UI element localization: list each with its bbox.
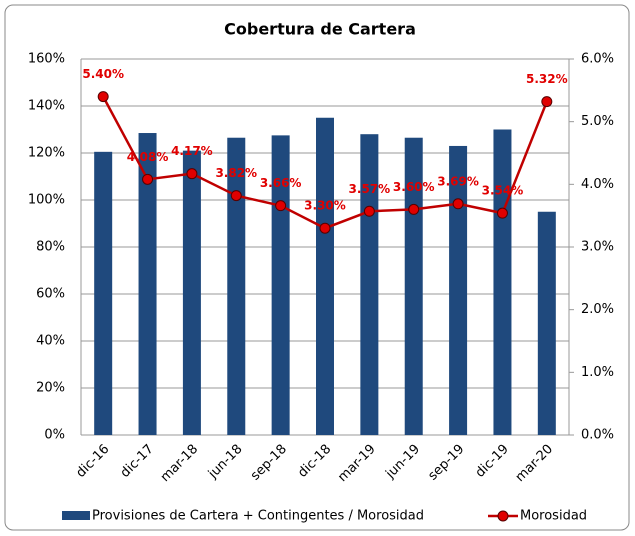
marker	[496, 207, 508, 219]
y2-tick-label: 6.0%	[581, 52, 614, 67]
bar	[271, 135, 290, 435]
legend-label: Morosidad	[520, 509, 587, 524]
bar	[94, 151, 113, 435]
y2-tick-label: 4.0%	[581, 177, 614, 192]
marker	[230, 190, 242, 202]
y2-tick-label: 5.0%	[581, 114, 614, 129]
data-label: 3.82%	[215, 166, 257, 180]
marker	[186, 168, 198, 180]
data-label: 3.69%	[437, 174, 479, 188]
marker	[363, 205, 375, 217]
y-tick-label: 40%	[36, 334, 65, 349]
chart-title: Cobertura de Cartera	[224, 20, 416, 39]
y2-tick-label: 0.0%	[581, 428, 614, 443]
bar	[182, 150, 201, 435]
data-label: 4.17%	[171, 144, 213, 158]
bar	[537, 211, 556, 435]
marker	[275, 200, 287, 212]
y-tick-label: 100%	[28, 193, 65, 208]
data-label: 3.57%	[349, 182, 391, 196]
marker	[319, 222, 331, 234]
data-label: 3.54%	[482, 184, 524, 198]
data-label: 5.40%	[82, 67, 124, 81]
y-tick-label: 0%	[44, 428, 65, 443]
data-label: 3.60%	[393, 180, 435, 194]
y-tick-label: 80%	[36, 240, 65, 255]
legend-marker	[497, 510, 509, 522]
data-label: 3.66%	[260, 176, 302, 190]
marker	[452, 198, 464, 210]
data-label: 4.08%	[127, 150, 169, 164]
y2-tick-label: 3.0%	[581, 240, 614, 255]
data-label: 5.32%	[526, 72, 568, 86]
marker	[408, 203, 420, 215]
bar	[493, 129, 512, 435]
y2-tick-label: 1.0%	[581, 365, 614, 380]
y-tick-label: 120%	[28, 146, 65, 161]
y-tick-label: 20%	[36, 381, 65, 396]
y-tick-label: 60%	[36, 287, 65, 302]
marker	[142, 173, 154, 185]
y-tick-label: 160%	[28, 52, 65, 67]
bar	[360, 134, 379, 435]
y-tick-label: 140%	[28, 99, 65, 114]
marker	[541, 96, 553, 108]
marker	[97, 91, 109, 103]
data-label: 3.30%	[304, 199, 346, 213]
bar	[138, 133, 157, 435]
legend-swatch	[62, 511, 90, 520]
bar	[316, 117, 334, 435]
bar	[227, 137, 246, 435]
bar	[449, 145, 468, 435]
legend-label: Provisiones de Cartera + Contingentes / …	[92, 509, 424, 524]
y2-tick-label: 2.0%	[581, 302, 614, 317]
